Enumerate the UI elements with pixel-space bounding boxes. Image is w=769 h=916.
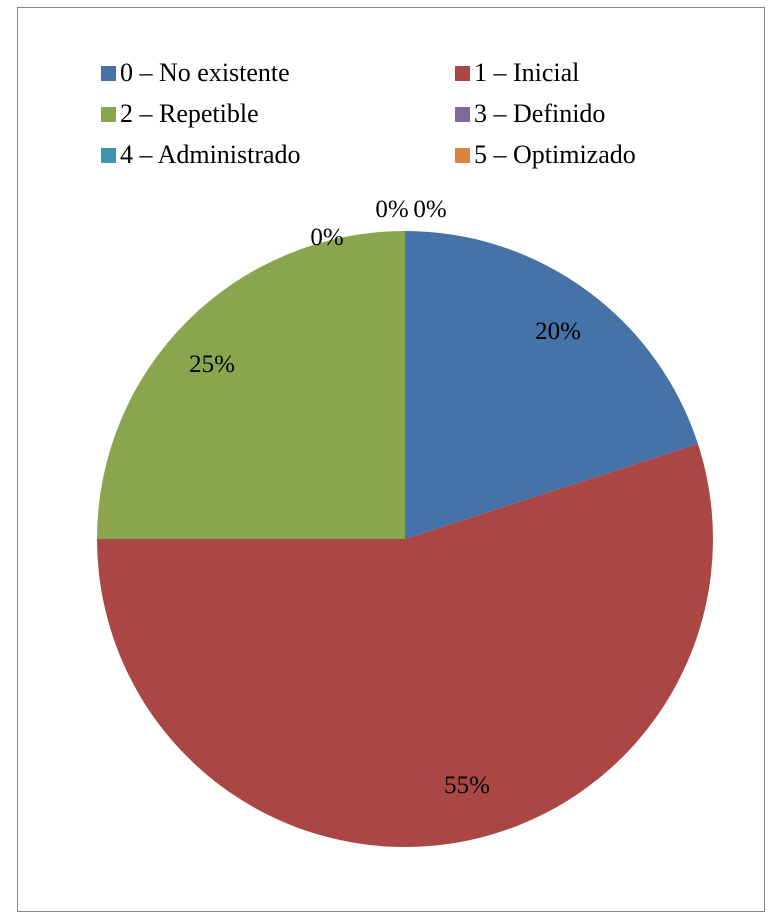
legend-swatch-0 — [101, 65, 116, 81]
legend-swatch-5 — [455, 147, 470, 163]
legend-label-4: 4 – Administrado — [120, 140, 301, 169]
legend-swatch-2 — [101, 106, 116, 122]
legend-item-3: 3 – Definido — [455, 99, 605, 129]
data-label-2: 25% — [189, 351, 235, 378]
legend-label-1: 1 – Inicial — [474, 58, 580, 87]
pie-slice-0 — [405, 231, 698, 539]
legend-item-0: 0 – No existente — [101, 58, 290, 88]
legend-label-2: 2 – Repetible — [120, 99, 259, 128]
legend-item-4: 4 – Administrado — [101, 140, 301, 170]
data-label-3: 0% — [310, 224, 343, 251]
data-label-1: 55% — [444, 772, 490, 799]
legend-item-1: 1 – Inicial — [455, 58, 579, 88]
data-label-5: 0% — [413, 196, 446, 223]
legend-label-5: 5 – Optimizado — [474, 140, 636, 169]
legend-item-2: 2 – Repetible — [101, 99, 259, 129]
legend-swatch-4 — [101, 147, 116, 163]
legend-item-5: 5 – Optimizado — [455, 140, 636, 170]
pie-slice-2 — [97, 231, 405, 539]
legend-swatch-1 — [455, 65, 470, 81]
data-label-0: 20% — [535, 318, 581, 345]
legend-label-3: 3 – Definido — [474, 99, 606, 128]
data-label-4: 0% — [375, 196, 408, 223]
legend-label-0: 0 – No existente — [120, 58, 290, 87]
legend-swatch-3 — [455, 106, 470, 122]
pie-slice-1 — [97, 443, 713, 847]
